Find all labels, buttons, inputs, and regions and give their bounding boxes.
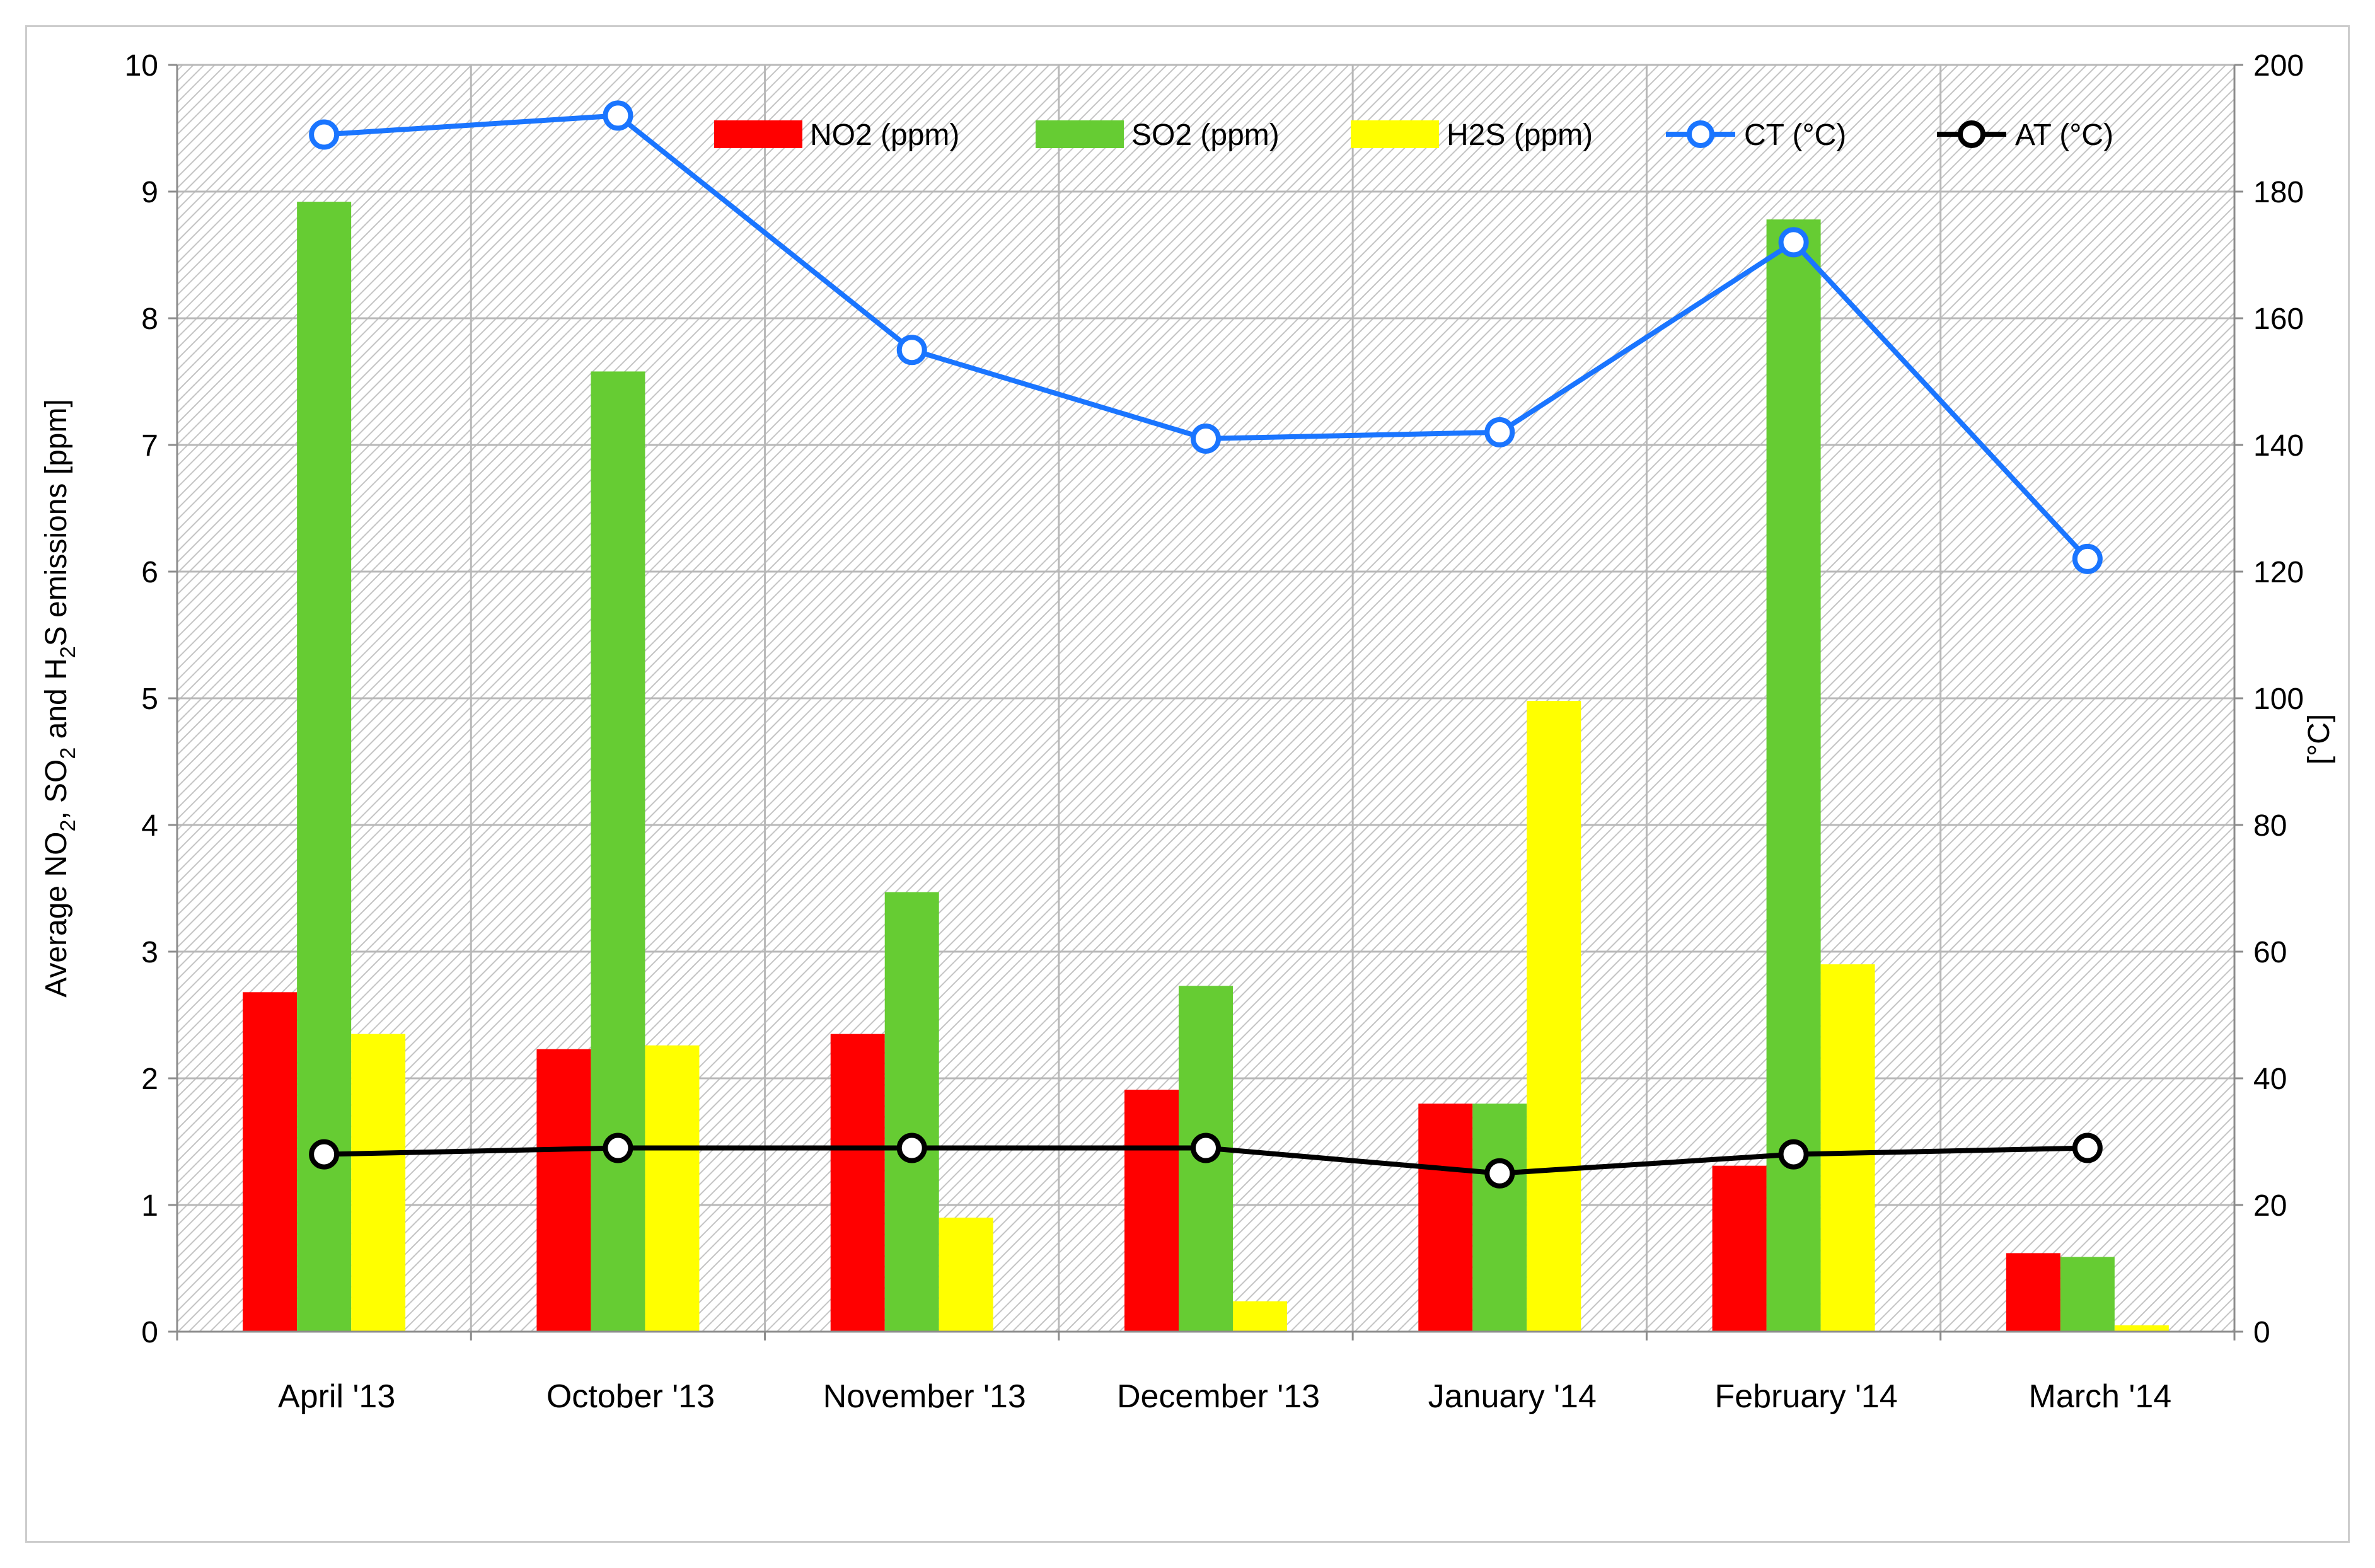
point-at — [309, 1139, 340, 1170]
lines-layer — [309, 100, 2103, 1189]
x-tick-label: November '13 — [823, 1378, 1026, 1415]
x-tick-label: March '14 — [2029, 1378, 2172, 1415]
ticks-layer: 012345678910020406080100120140160180200A… — [125, 49, 2304, 1415]
y2-tick-label: 160 — [2253, 303, 2304, 336]
y2-tick-label: 100 — [2253, 683, 2304, 716]
legend-label-ct: CT (°C) — [1744, 118, 1846, 152]
y-tick-label: 5 — [141, 683, 158, 716]
x-tick-label: February '14 — [1714, 1378, 1897, 1415]
x-tick-label: April '13 — [278, 1378, 395, 1415]
bar-h2s — [1820, 964, 1875, 1332]
point-at — [1484, 1158, 1515, 1189]
y-tick-label: 6 — [141, 556, 158, 589]
legend-label-h2s: H2S (ppm) — [1447, 118, 1593, 152]
y-tick-label: 10 — [125, 49, 158, 83]
point-ct — [1191, 423, 1221, 454]
y2-tick-label: 200 — [2253, 49, 2304, 83]
bar-so2 — [2060, 1257, 2115, 1332]
chart-frame: 0 1 2 3 4 5 6 7 8 9 10 0 20 40 60 80 100 120 140 160 180 200 A… — [25, 25, 2350, 1543]
bar-so2 — [591, 371, 645, 1332]
bar-no2 — [1418, 1104, 1473, 1332]
y2-tick-label: 140 — [2253, 429, 2304, 463]
point-at — [1191, 1133, 1221, 1163]
point-at — [896, 1133, 927, 1163]
bar-h2s — [1527, 701, 1581, 1332]
y2-tick-label: 20 — [2253, 1189, 2287, 1223]
bar-so2 — [884, 892, 939, 1332]
grid-layer — [177, 64, 2234, 1332]
y2-tick-label: 60 — [2253, 936, 2287, 969]
y-tick-label: 7 — [141, 429, 158, 463]
point-ct — [309, 119, 340, 150]
bar-h2s — [1233, 1301, 1287, 1332]
y2-tick-label: 0 — [2253, 1316, 2270, 1349]
legend-swatch-so2 — [1036, 120, 1124, 148]
y-axis-label: Average NO2, SO2 and H2S emissions [ppm] — [40, 399, 80, 998]
bar-h2s — [645, 1045, 700, 1332]
legend-marker-at — [1958, 120, 1985, 148]
x-tick-label: October '13 — [546, 1378, 715, 1415]
point-ct — [896, 335, 927, 366]
y-tick-label: 3 — [141, 936, 158, 969]
bar-no2 — [243, 992, 298, 1332]
point-ct — [2072, 543, 2103, 574]
bar-no2 — [1124, 1090, 1179, 1332]
legend-label-so2: SO2 (ppm) — [1131, 118, 1280, 152]
y2-tick-label: 120 — [2253, 556, 2304, 589]
legend-label-at: AT (°C) — [2015, 118, 2113, 152]
y-tick-label: 4 — [141, 809, 158, 843]
bar-h2s — [939, 1218, 993, 1332]
y-tick-label: 9 — [141, 176, 158, 209]
bar-no2 — [2006, 1253, 2060, 1332]
point-ct — [603, 100, 633, 131]
legend: NO2 (ppm) SO2 (ppm) H2S (ppm) CT (°C) AT (°C… — [714, 118, 2113, 152]
point-ct — [1778, 227, 1809, 258]
bar-no2 — [830, 1034, 885, 1332]
x-tick-label: December '13 — [1117, 1378, 1320, 1415]
chart-svg: 012345678910020406080100120140160180200A… — [40, 49, 2336, 1415]
axes-layer — [168, 64, 2243, 1340]
x-tick-label: January '14 — [1428, 1378, 1597, 1415]
legend-swatch-no2 — [714, 120, 802, 148]
bar-no2 — [536, 1049, 591, 1332]
bar-h2s — [351, 1034, 406, 1332]
bar-so2 — [1472, 1104, 1527, 1332]
bar-no2 — [1712, 1165, 1767, 1332]
y2-tick-label: 80 — [2253, 809, 2287, 843]
y2-tick-label: 180 — [2253, 176, 2304, 209]
legend-swatch-h2s — [1351, 120, 1439, 148]
y-tick-label: 1 — [141, 1189, 158, 1223]
point-at — [603, 1133, 633, 1163]
legend-marker-ct — [1687, 120, 1714, 148]
point-at — [2072, 1133, 2103, 1163]
y-tick-label: 2 — [141, 1063, 158, 1096]
bar-h2s — [2114, 1325, 2169, 1332]
point-ct — [1484, 417, 1515, 447]
y-tick-label: 0 — [141, 1316, 158, 1349]
point-at — [1778, 1139, 1809, 1170]
y-tick-label: 8 — [141, 303, 158, 336]
y2-axis-label: [°C] — [2303, 714, 2336, 765]
legend-label-no2: NO2 (ppm) — [810, 118, 959, 152]
y2-tick-label: 40 — [2253, 1063, 2287, 1096]
